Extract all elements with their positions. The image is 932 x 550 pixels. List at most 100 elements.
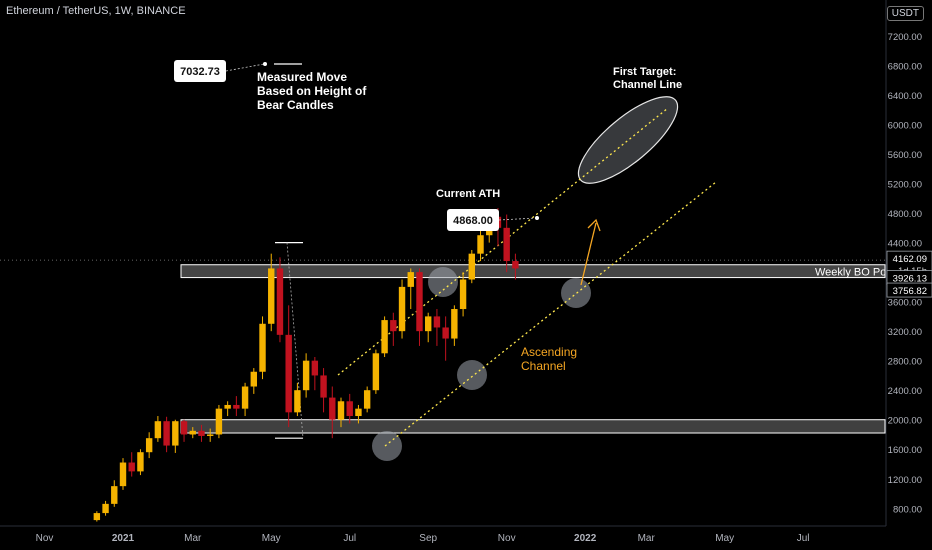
candle-body: [372, 353, 380, 391]
highlight-circle-2: [457, 360, 487, 390]
currency-button[interactable]: USDT: [886, 6, 924, 21]
candle-body: [268, 268, 275, 324]
target-ellipse: [577, 96, 679, 184]
candle-body: [145, 438, 153, 453]
x-tick-label: Jul: [343, 533, 356, 544]
price-tag-2: [886, 282, 932, 298]
ath-label: 4868.00: [453, 215, 493, 227]
candle-body: [442, 327, 449, 339]
y-tick-label: 4800.00: [888, 209, 922, 220]
y-tick-label: 6800.00: [888, 61, 922, 72]
candle-body: [233, 404, 240, 409]
first-target-text: First Target:: [613, 66, 676, 78]
y-tick-label: 800.00: [893, 504, 922, 515]
y-tick-label: 2400.00: [888, 386, 922, 397]
y-tick-label: 5200.00: [888, 180, 922, 191]
candle-body: [198, 430, 205, 436]
x-tick-label: Jul: [797, 533, 810, 544]
weekly-bo-text: Weekly BO Point: [815, 266, 898, 278]
y-tick-label: 2800.00: [888, 357, 922, 368]
x-tick-label: 2021: [112, 533, 135, 544]
candle-body: [93, 513, 101, 521]
highlight-circle-3: [372, 431, 402, 461]
candle-body: [180, 421, 188, 435]
candle-body: [259, 323, 266, 372]
candle-body: [163, 421, 170, 446]
candle-body: [346, 401, 353, 417]
candle-body: [215, 408, 223, 435]
candle-body: [111, 486, 118, 504]
candle-body: [128, 462, 135, 472]
candle-body: [468, 253, 475, 280]
candle-body: [390, 320, 397, 332]
candle-body: [381, 320, 388, 354]
candle-body: [477, 235, 484, 254]
candle-body: [224, 404, 231, 409]
measured-target-label-box: [174, 60, 226, 82]
candle-body: [363, 390, 371, 409]
candle-body: [119, 462, 127, 487]
x-tick-label: 2022: [574, 533, 597, 544]
measured-move-text: Based on Height of: [257, 84, 367, 98]
y-tick-label: 1200.00: [888, 475, 922, 486]
y-tick-label: 3200.00: [888, 327, 922, 338]
candle-body: [311, 360, 319, 376]
lower-support-zone: [180, 419, 886, 434]
candle-body: [398, 286, 406, 332]
y-tick-label: 5600.00: [888, 150, 922, 161]
x-tick-label: May: [715, 533, 734, 544]
candle-body: [285, 334, 292, 413]
weekly-bo-zone: [180, 264, 886, 279]
y-tick-label: 4400.00: [888, 239, 922, 250]
measured-target-dot: [263, 62, 267, 66]
candle-body: [320, 375, 327, 398]
measured-move-text: Measured Move: [257, 70, 347, 84]
measured-move-diagonal: [286, 242, 304, 439]
candle-body: [137, 452, 144, 472]
channel-lower-line: [384, 181, 717, 447]
y-tick-label: 6400.00: [888, 91, 922, 102]
candle-body: [154, 421, 162, 439]
candle-body: [337, 401, 345, 420]
highlight-circle-1: [428, 267, 458, 297]
current-price-value: 4162.09: [893, 254, 927, 265]
candle-body: [433, 316, 441, 328]
candle-body: [276, 268, 284, 335]
candle-body: [189, 430, 196, 435]
price-tag-value: 3926.13: [893, 274, 927, 285]
measured-target-connector: [225, 63, 265, 72]
candle-body: [329, 397, 336, 420]
candle-body: [241, 386, 249, 409]
candle-body: [416, 272, 423, 332]
candle-body: [451, 309, 458, 339]
candle-body: [512, 261, 519, 269]
measured-target-label: 7032.73: [180, 66, 220, 78]
ascending-channel-text: Ascending: [521, 345, 577, 359]
y-tick-label: 3600.00: [888, 298, 922, 309]
y-tick-label: 1600.00: [888, 445, 922, 456]
price-tag-value: 3756.82: [893, 286, 927, 297]
y-tick-label: 7200.00: [888, 32, 922, 43]
chart-title: Ethereum / TetherUS, 1W, BINANCE: [6, 5, 186, 17]
x-tick-label: Mar: [638, 533, 656, 544]
candle-body: [355, 408, 362, 417]
x-tick-label: Nov: [36, 533, 54, 544]
first-target-text: Channel Line: [613, 79, 682, 91]
candle-body: [102, 503, 109, 514]
x-tick-label: Sep: [419, 533, 437, 544]
candle-body: [172, 421, 179, 446]
ath-dot: [535, 216, 539, 220]
candle-body: [407, 272, 414, 287]
y-tick-label: 6000.00: [888, 121, 922, 132]
y-tick-label: 2000.00: [888, 416, 922, 427]
target-arrow-head: [587, 218, 601, 232]
candle-body: [250, 371, 257, 387]
highlight-circle-4: [561, 278, 591, 308]
candle-body: [207, 434, 214, 436]
ascending-channel-text: Channel: [521, 359, 566, 373]
candle-body: [425, 316, 432, 332]
candle-body: [294, 390, 301, 413]
target-arrow-shaft: [580, 222, 597, 286]
